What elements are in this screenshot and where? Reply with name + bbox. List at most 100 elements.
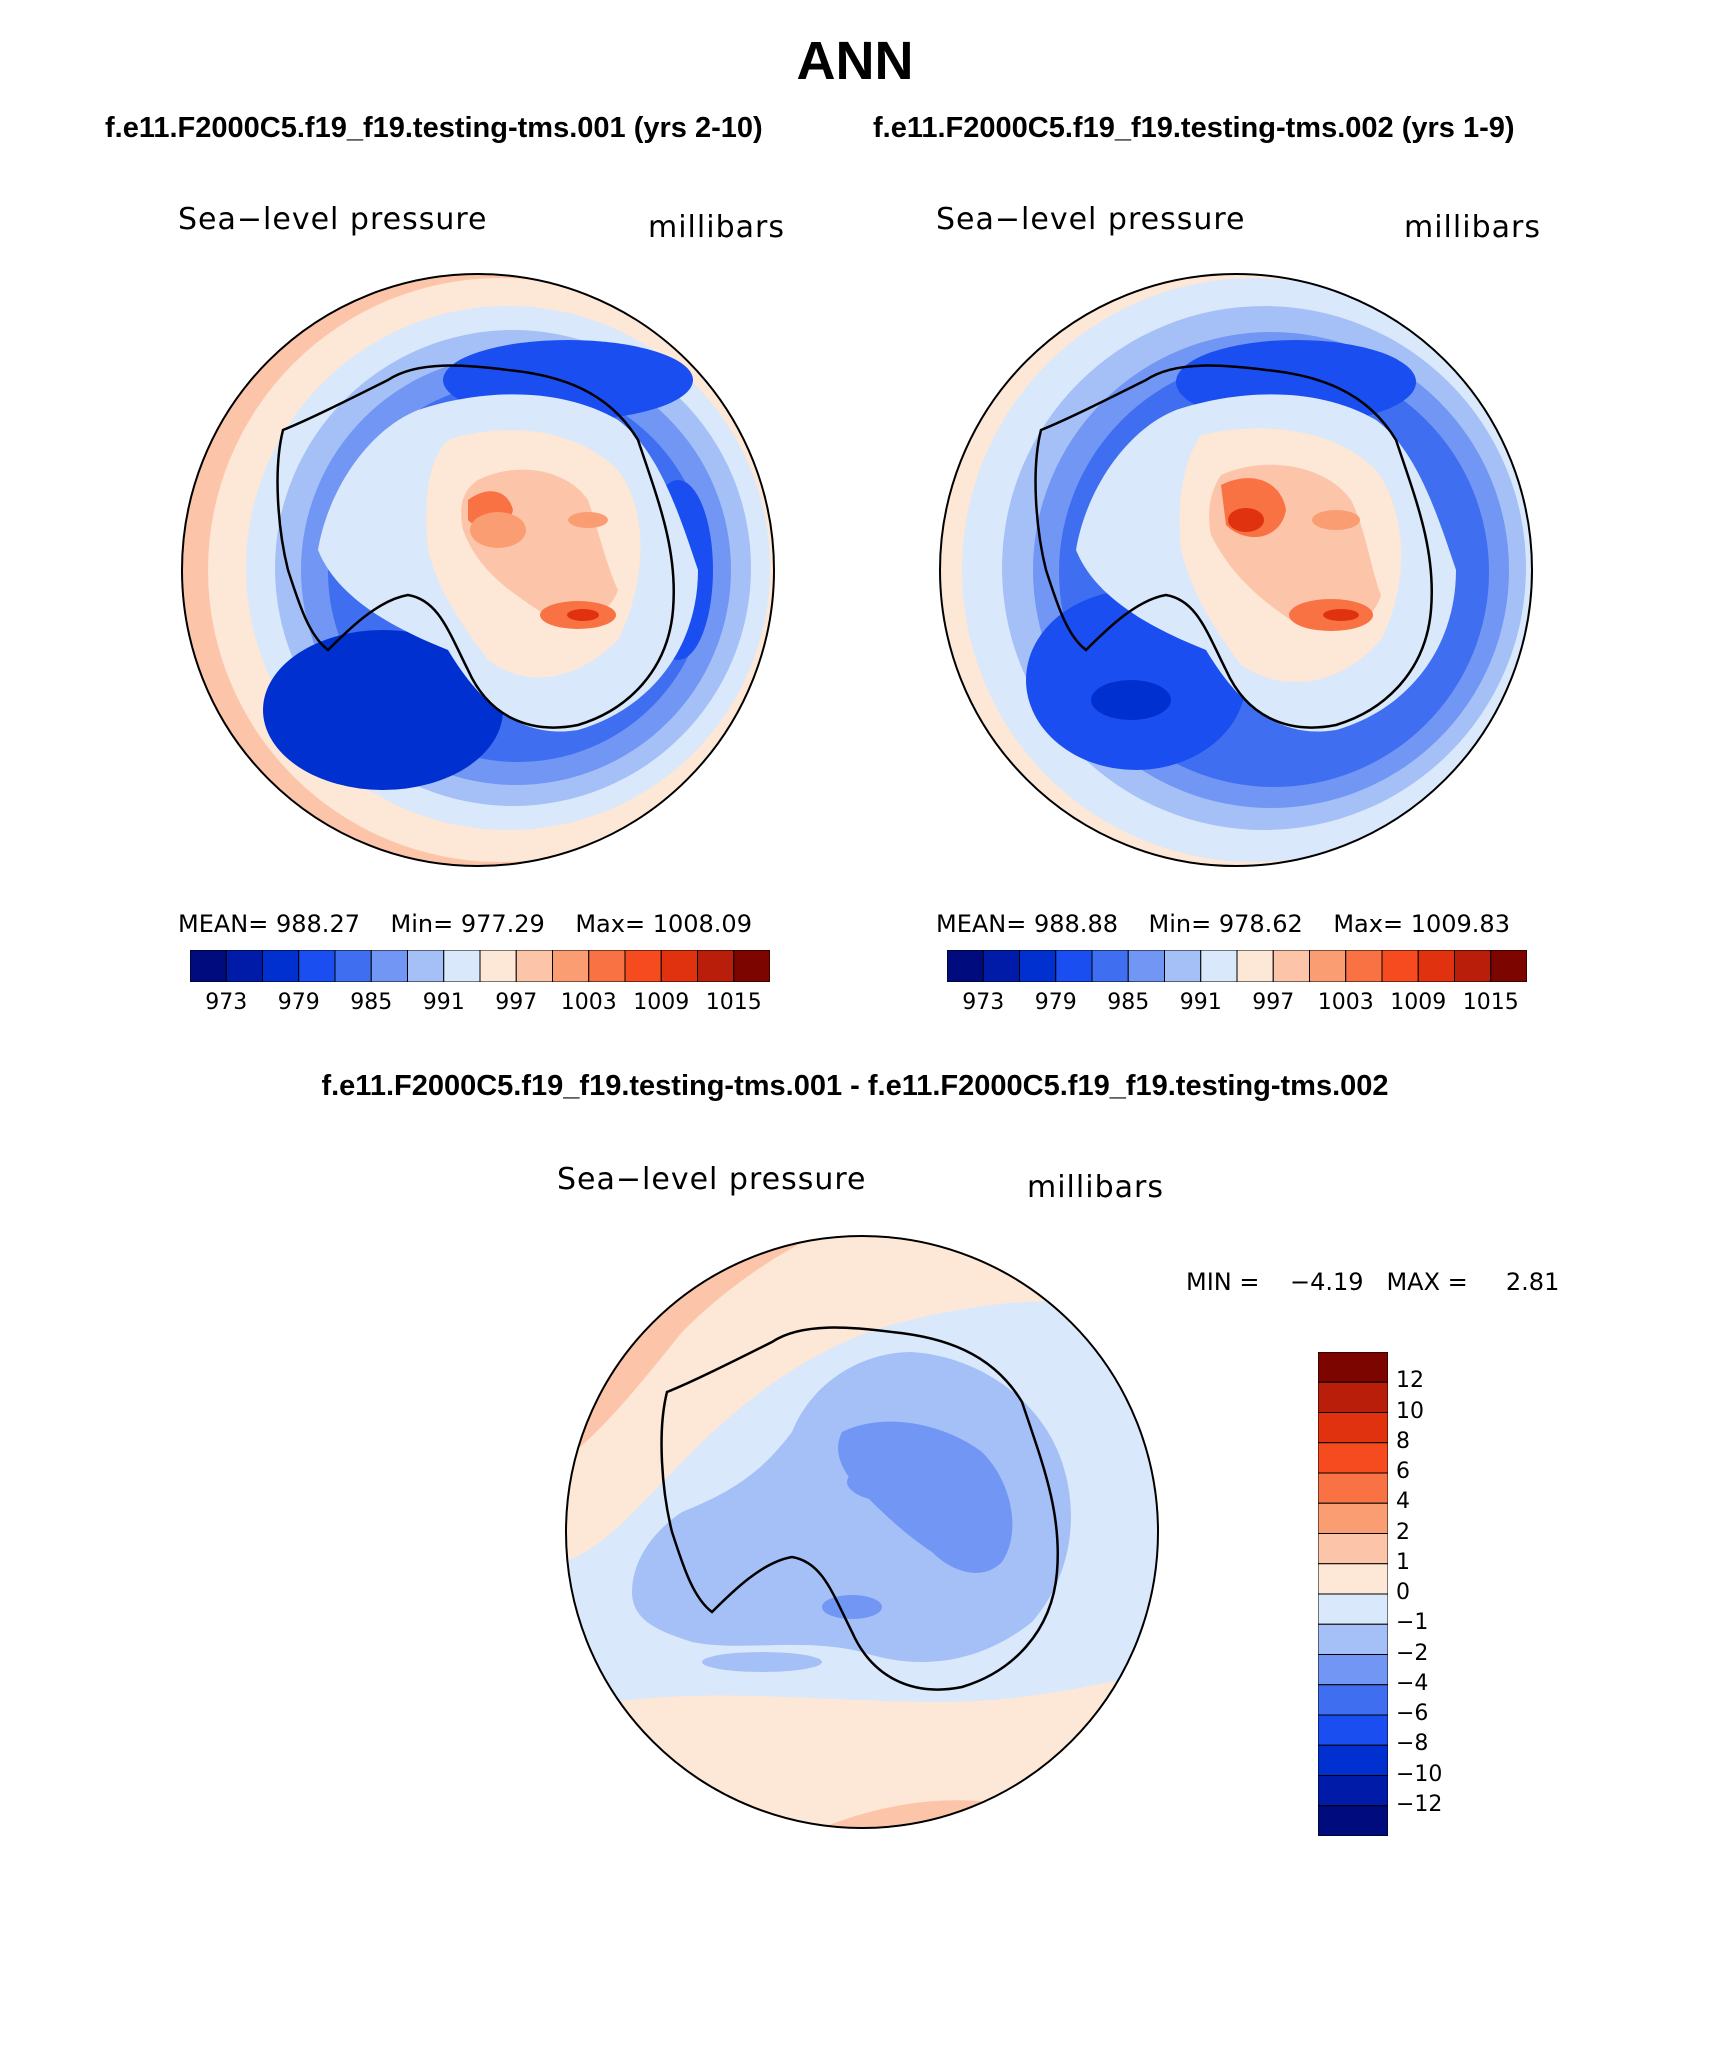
diff-colorbar-ticks: 12 10 8 6 4 2 1 0 −1 −2 −4 −6 −8 −10 −12 — [1396, 1352, 1486, 1836]
panel-b-colorbar-swatch — [1164, 950, 1202, 982]
panel-b-colorbar-swatch — [1200, 950, 1238, 982]
panel-a-colorbar-swatch — [552, 950, 590, 982]
panel-a-case-title: f.e11.F2000C5.f19_f19.testing-tms.001 (y… — [105, 112, 763, 144]
diff-colorbar-tick-label: 4 — [1396, 1489, 1410, 1515]
diff-colorbar-swatch — [1318, 1381, 1388, 1413]
diff-colorbar-swatch — [1318, 1623, 1388, 1655]
panel-a-min-value: 977.29 — [460, 910, 545, 938]
panel-a-colorbar-ticks: 973 979 985 991 997 1003 1009 1015 — [190, 990, 770, 1020]
diff-colorbar-swatch — [1318, 1563, 1388, 1595]
diff-colorbar-swatch — [1318, 1412, 1388, 1444]
panel-a-colorbar-swatch — [262, 950, 300, 982]
diff-colorbar-tick-label: −1 — [1396, 1610, 1429, 1636]
panel-a-colorbar-swatch — [225, 950, 263, 982]
panel-b-colorbar-swatch — [1236, 950, 1274, 982]
panel-a-colorbar-swatch — [443, 950, 481, 982]
panel-b-min-value: 978.62 — [1218, 910, 1303, 938]
panel-b-case-title: f.e11.F2000C5.f19_f19.testing-tms.002 (y… — [873, 112, 1515, 144]
diff-map — [565, 1235, 1159, 1829]
diff-colorbar — [1318, 1352, 1388, 1836]
diff-colorbar-tick-label: −2 — [1396, 1640, 1429, 1666]
diff-colorbar-swatch — [1318, 1714, 1388, 1746]
panel-b-max-value: 1009.83 — [1410, 910, 1510, 938]
panel-a-units-label: millibars — [648, 210, 785, 245]
diff-colorbar-swatch — [1318, 1684, 1388, 1716]
diff-colorbar-swatch — [1318, 1805, 1388, 1836]
panel-a-colorbar-swatch — [624, 950, 662, 982]
diff-colorbar-tick-label: −6 — [1396, 1701, 1429, 1726]
panel-a-colorbar-swatch — [660, 950, 698, 982]
panel-a-colorbar-tick-label: 1015 — [705, 990, 762, 1015]
panel-a-mean-value: 988.27 — [276, 910, 360, 938]
panel-b-mean-value: 988.88 — [1034, 910, 1118, 938]
diff-min-label: MIN = — [1186, 1268, 1260, 1296]
panel-b-colorbar-swatch — [1454, 950, 1492, 982]
diff-colorbar-tick-label: −12 — [1396, 1791, 1443, 1817]
panel-a-variable-label: Sea−level pressure — [178, 202, 488, 237]
diff-colorbar-tick-label: 10 — [1396, 1398, 1424, 1424]
panel-b-colorbar-tick-label: 1015 — [1462, 990, 1519, 1015]
panel-b-stats: MEAN= 988.88 Min= 978.62 Max= 1009.83 — [936, 910, 1510, 938]
diff-colorbar-swatch — [1318, 1352, 1388, 1383]
panel-b-map — [939, 273, 1533, 867]
diff-max-label: MAX = — [1386, 1268, 1468, 1296]
panel-b-max-label: Max= — [1333, 910, 1404, 938]
panel-b-colorbar-swatch — [947, 950, 984, 982]
diff-stats: MIN = −4.19 MAX = 2.81 — [1186, 1268, 1559, 1296]
diff-colorbar-tick-label: 1 — [1396, 1549, 1410, 1575]
panel-b-colorbar-swatch — [1055, 950, 1093, 982]
panel-b-variable-label: Sea−level pressure — [936, 202, 1246, 237]
panel-a-colorbar-tick-label: 979 — [277, 990, 320, 1015]
panel-b-colorbar-tick-label: 979 — [1034, 990, 1077, 1015]
panel-b-colorbar-tick-label: 1003 — [1317, 990, 1374, 1015]
panel-a-colorbar-tick-label: 997 — [495, 990, 538, 1015]
panel-a-colorbar-swatch — [298, 950, 336, 982]
panel-a-colorbar-swatch — [334, 950, 372, 982]
diff-min-value: −4.19 — [1290, 1268, 1364, 1296]
diff-colorbar-tick-label: 8 — [1396, 1428, 1410, 1454]
diff-max-value: 2.81 — [1505, 1268, 1560, 1296]
panel-a-colorbar-tick-label: 991 — [422, 990, 465, 1015]
panel-b-colorbar-tick-label: 991 — [1179, 990, 1222, 1015]
panel-b-colorbar-swatch — [1381, 950, 1419, 982]
panel-a-colorbar-tick-label: 1003 — [560, 990, 617, 1015]
diff-colorbar-swatch — [1318, 1442, 1388, 1474]
diff-colorbar-swatch — [1318, 1472, 1388, 1504]
panel-a-mean-label: MEAN= — [178, 910, 269, 938]
panel-b-colorbar-ticks: 973 979 985 991 997 1003 1009 1015 — [947, 990, 1527, 1020]
diff-colorbar-tick-label: −4 — [1396, 1670, 1429, 1696]
diff-colorbar-tick-label: −10 — [1396, 1761, 1443, 1787]
panel-b-colorbar-swatch — [1019, 950, 1057, 982]
panel-b-colorbar — [947, 950, 1527, 982]
diff-colorbar-swatch — [1318, 1533, 1388, 1565]
panel-b-colorbar-swatch — [1345, 950, 1383, 982]
panel-a-colorbar-swatch — [697, 950, 735, 982]
panel-a-colorbar-swatch — [407, 950, 445, 982]
panel-a-colorbar-swatch — [515, 950, 553, 982]
panel-a-colorbar — [190, 950, 770, 982]
panel-b-colorbar-swatch — [1309, 950, 1347, 982]
panel-a-max-label: Max= — [575, 910, 646, 938]
panel-a-colorbar-tick-label: 973 — [205, 990, 248, 1015]
panel-a-map — [181, 273, 775, 867]
panel-b-colorbar-swatch — [1091, 950, 1129, 982]
panel-a-stats: MEAN= 988.27 Min= 977.29 Max= 1008.09 — [178, 910, 752, 938]
page-title: ANN — [796, 31, 914, 91]
panel-b-units-label: millibars — [1404, 210, 1541, 245]
panel-b-colorbar-swatch — [1490, 950, 1527, 982]
panel-b-colorbar-tick-label: 997 — [1252, 990, 1295, 1015]
panel-b-colorbar-swatch — [1127, 950, 1165, 982]
diff-colorbar-tick-label: 0 — [1396, 1580, 1410, 1605]
diff-units-label: millibars — [1027, 1170, 1164, 1205]
diff-colorbar-tick-label: −8 — [1396, 1731, 1429, 1757]
diff-colorbar-swatch — [1318, 1775, 1388, 1807]
panel-b-colorbar-swatch — [1272, 950, 1310, 982]
diff-colorbar-swatch — [1318, 1502, 1388, 1534]
diff-variable-label: Sea−level pressure — [557, 1162, 867, 1197]
diff-colorbar-swatch — [1318, 1654, 1388, 1686]
panel-a-max-value: 1008.09 — [652, 910, 752, 938]
panel-a-colorbar-tick-label: 985 — [350, 990, 393, 1015]
panel-b-colorbar-tick-label: 973 — [962, 990, 1005, 1015]
panel-a-min-label: Min= — [390, 910, 454, 938]
panel-a-colorbar-swatch — [370, 950, 408, 982]
